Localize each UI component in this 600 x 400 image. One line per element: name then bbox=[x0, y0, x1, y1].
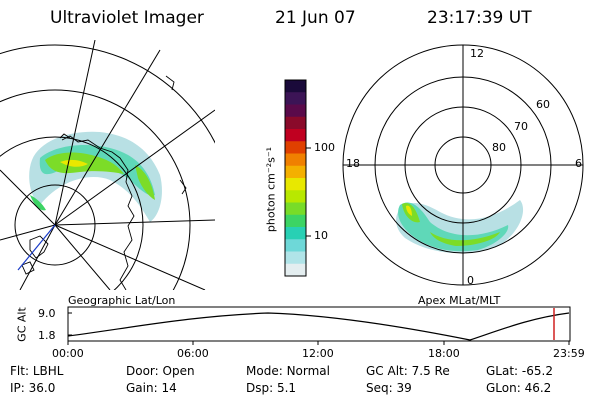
sub-satellite-track bbox=[17, 224, 56, 271]
auroral-oval-right bbox=[396, 200, 524, 254]
left-map-caption: Geographic Lat/Lon bbox=[68, 294, 176, 307]
altitude-xtick-3: 18:00 bbox=[428, 347, 460, 360]
colorbar-band bbox=[285, 165, 306, 179]
mlt-axes bbox=[343, 45, 583, 285]
mlt-label-top: 12 bbox=[470, 47, 484, 60]
colorbar-frame bbox=[284, 79, 307, 277]
geographic-map bbox=[0, 40, 215, 290]
colorbar-band bbox=[285, 227, 306, 240]
colorbar-band bbox=[285, 104, 306, 118]
colorbar-band bbox=[285, 141, 306, 154]
info-door: Door: Open bbox=[126, 364, 195, 378]
colorbar-band bbox=[285, 190, 306, 203]
altitude-plot bbox=[67, 306, 571, 345]
info-gc-alt: GC Alt: 7.5 Re bbox=[366, 364, 450, 378]
info-seq: Seq: 39 bbox=[366, 381, 412, 395]
altitude-xtick-4: 23:59 bbox=[553, 347, 585, 360]
info-gain: Gain: 14 bbox=[126, 381, 177, 395]
altitude-curve bbox=[67, 312, 570, 341]
altitude-ylabel: GC Alt bbox=[15, 307, 29, 342]
colorbar-band bbox=[285, 129, 306, 142]
colorbar-band bbox=[285, 80, 306, 93]
colorbar-tick-label-100: 100 bbox=[314, 141, 335, 154]
mlt-label-right: 6 bbox=[575, 157, 582, 170]
colorbar-band bbox=[285, 178, 306, 191]
instrument-title: Ultraviolet Imager bbox=[50, 8, 204, 28]
colorbar-band bbox=[285, 239, 306, 252]
lat-circles bbox=[0, 44, 215, 290]
mlat-label-70: 70 bbox=[514, 120, 528, 133]
altitude-ytick-min: 1.8 bbox=[38, 329, 56, 342]
mlat-label-60: 60 bbox=[536, 98, 550, 111]
info-glat: GLat: -65.2 bbox=[486, 364, 553, 378]
info-ip: IP: 36.0 bbox=[10, 381, 56, 395]
colorbar bbox=[284, 79, 311, 277]
altitude-ytick-max: 9.0 bbox=[38, 307, 56, 320]
colorbar-band bbox=[285, 116, 306, 130]
info-dsp: Dsp: 5.1 bbox=[246, 381, 297, 395]
right-map-caption: Apex MLat/MLT bbox=[418, 294, 501, 307]
coastline bbox=[21, 75, 187, 290]
info-flt: Flt: LBHL bbox=[10, 364, 64, 378]
altitude-xtick-0: 00:00 bbox=[52, 347, 84, 360]
altitude-xtick-1: 06:00 bbox=[177, 347, 209, 360]
colorbar-band bbox=[285, 153, 306, 167]
lon-meridians bbox=[0, 40, 215, 290]
colorbar-tick-label-10: 10 bbox=[314, 229, 328, 242]
info-mode: Mode: Normal bbox=[246, 364, 330, 378]
altitude-plot-frame bbox=[67, 306, 571, 342]
colorbar-band bbox=[285, 214, 306, 228]
colorbar-unit-label: photon cm⁻²s⁻¹ bbox=[264, 146, 278, 233]
info-glon: GLon: 46.2 bbox=[486, 381, 552, 395]
colorbar-band bbox=[285, 251, 306, 265]
auroral-oval-left bbox=[29, 131, 162, 222]
mlt-label-left: 18 bbox=[346, 157, 360, 170]
mlt-label-bottom: 0 bbox=[467, 274, 474, 287]
mlat-label-80: 80 bbox=[492, 141, 506, 154]
colorbar-band bbox=[285, 263, 306, 277]
colorbar-band bbox=[285, 202, 306, 216]
apex-polar-map bbox=[342, 44, 584, 286]
date-label: 21 Jun 07 bbox=[275, 8, 356, 28]
colorbar-band bbox=[285, 92, 306, 105]
time-label: 23:17:39 UT bbox=[427, 8, 532, 28]
altitude-xtick-2: 12:00 bbox=[302, 347, 334, 360]
